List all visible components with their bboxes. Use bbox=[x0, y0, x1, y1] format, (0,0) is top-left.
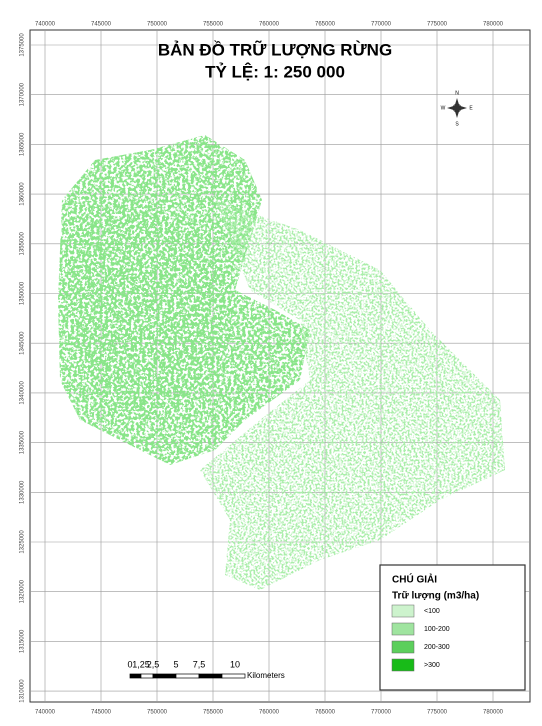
scale-segment bbox=[175, 673, 200, 679]
legend-swatch bbox=[391, 658, 415, 672]
scale-label: 0 bbox=[127, 659, 132, 669]
scale-label: 10 bbox=[230, 659, 240, 669]
compass: N S E W bbox=[441, 90, 474, 127]
y-coordinate-label: 1350000 bbox=[20, 281, 26, 305]
x-coordinate-label: 765000 bbox=[315, 710, 336, 716]
x-coordinate-label: 760000 bbox=[259, 22, 280, 28]
map-scale-text: TỶ LỆ: 1: 250 000 bbox=[205, 62, 345, 81]
y-coordinate-label: 1315000 bbox=[20, 629, 26, 653]
grid: 740000 740000 745000 745000 750000 750000 7550… bbox=[20, 22, 530, 716]
x-coordinate-label: 750000 bbox=[147, 710, 168, 716]
scale-label: 1,25 bbox=[132, 659, 150, 669]
x-coordinate-label: 780000 bbox=[483, 710, 504, 716]
scale-label: 5 bbox=[173, 659, 178, 669]
legend-swatch bbox=[391, 622, 415, 636]
compass-s: S bbox=[455, 121, 459, 127]
scale-label: 7,5 bbox=[193, 659, 206, 669]
scale-segment bbox=[221, 673, 246, 679]
x-coordinate-label: 775000 bbox=[427, 710, 448, 716]
compass-n: N bbox=[455, 90, 459, 96]
scale-segment bbox=[152, 673, 177, 679]
legend-label: >300 bbox=[424, 662, 440, 669]
legend: CHÚ GIẢI Trữ lượng (m3/ha) <100 100-200 20… bbox=[379, 564, 526, 691]
scale-label: 2,5 bbox=[147, 659, 160, 669]
x-coordinate-label: 745000 bbox=[91, 710, 112, 716]
x-coordinate-label: 770000 bbox=[371, 22, 392, 28]
y-coordinate-label: 1355000 bbox=[20, 231, 26, 255]
x-coordinate-label: 765000 bbox=[315, 22, 336, 28]
legend-swatch bbox=[391, 604, 415, 618]
x-coordinate-label: 745000 bbox=[91, 22, 112, 28]
forest-area bbox=[58, 135, 505, 590]
legend-label: 200-300 bbox=[424, 644, 450, 651]
legend-swatch bbox=[391, 640, 415, 654]
y-coordinate-label: 1310000 bbox=[20, 679, 26, 703]
x-coordinate-label: 780000 bbox=[483, 22, 504, 28]
x-coordinate-label: 755000 bbox=[203, 22, 224, 28]
y-coordinate-label: 1320000 bbox=[20, 579, 26, 603]
legend-title: CHÚ GIẢI bbox=[392, 573, 437, 586]
y-coordinate-label: 1330000 bbox=[20, 480, 26, 504]
scale-segment bbox=[140, 673, 154, 679]
x-coordinate-label: 775000 bbox=[427, 22, 448, 28]
x-coordinate-label: 750000 bbox=[147, 22, 168, 28]
y-coordinate-label: 1365000 bbox=[20, 132, 26, 156]
y-coordinate-label: 1325000 bbox=[20, 530, 26, 554]
map-title: BẢN ĐỒ TRỮ LƯỢNG RỪNG bbox=[158, 39, 392, 59]
y-coordinate-label: 1345000 bbox=[20, 331, 26, 355]
compass-e: E bbox=[469, 105, 473, 111]
legend-subtitle: Trữ lượng (m3/ha) bbox=[392, 591, 479, 602]
x-coordinate-label: 755000 bbox=[203, 710, 224, 716]
y-coordinate-label: 1370000 bbox=[20, 82, 26, 106]
scale-bar: 0 1,252,5 5 7,5 10 Kilometers bbox=[127, 659, 284, 680]
scale-segment bbox=[129, 673, 142, 679]
y-coordinate-label: 1375000 bbox=[20, 33, 26, 57]
x-coordinate-label: 740000 bbox=[35, 22, 56, 28]
y-coordinate-label: 1335000 bbox=[20, 430, 26, 454]
compass-w: W bbox=[441, 105, 446, 111]
y-coordinate-label: 1360000 bbox=[20, 182, 26, 206]
legend-label: 100-200 bbox=[424, 626, 450, 633]
x-coordinate-label: 740000 bbox=[35, 710, 56, 716]
x-coordinate-label: 770000 bbox=[371, 710, 392, 716]
legend-label: <100 bbox=[424, 608, 440, 615]
x-coordinate-label: 760000 bbox=[259, 710, 280, 716]
scale-segment bbox=[198, 673, 223, 679]
scale-unit: Kilometers bbox=[247, 671, 285, 680]
y-coordinate-label: 1340000 bbox=[20, 381, 26, 405]
